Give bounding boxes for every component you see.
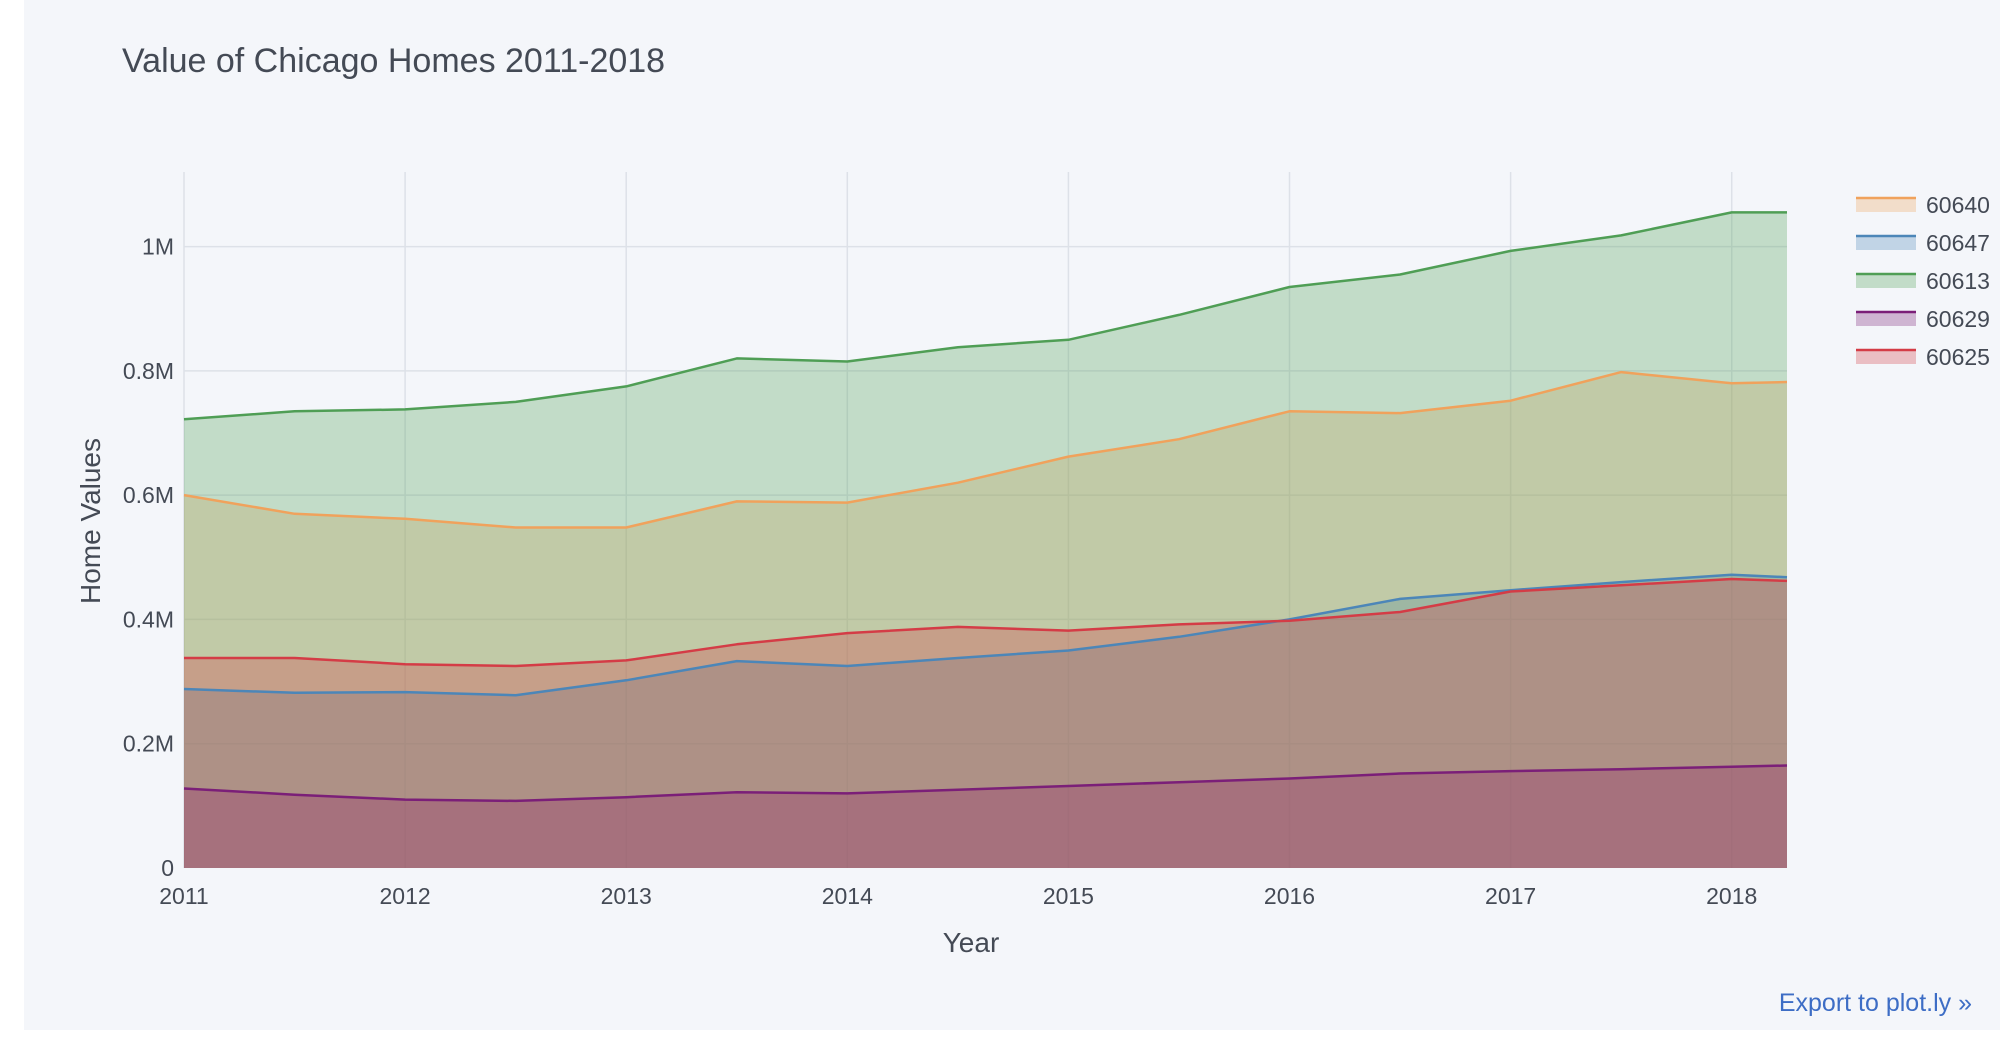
- legend-item-60613[interactable]: 60613: [1856, 268, 1990, 294]
- line-60647: [183, 573, 1788, 697]
- area-60647: [184, 574, 1787, 868]
- legend-swatch: [1856, 274, 1916, 288]
- export-link[interactable]: Export to plot.ly »: [1778, 989, 1972, 1017]
- area-60629: [184, 765, 1787, 868]
- area-60613: [184, 212, 1787, 868]
- legend-label: 60640: [1926, 192, 1990, 218]
- y-tick-label: 0.2M: [123, 731, 174, 757]
- x-tick-label: 2012: [380, 883, 431, 909]
- y-tick-label: 0.8M: [123, 358, 174, 384]
- area-60625: [184, 579, 1787, 868]
- legend: 60640 60647 60613 60629 60625: [1856, 192, 1990, 370]
- area-60640: [184, 372, 1787, 868]
- legend-swatch: [1856, 236, 1916, 250]
- line-60629: [183, 764, 1788, 803]
- area-layer: [184, 212, 1787, 868]
- y-axis-title: Home Values: [75, 438, 106, 604]
- x-tick-label: 2015: [1043, 883, 1094, 909]
- x-tick-label: 2017: [1485, 883, 1536, 909]
- y-tick-label: 1M: [142, 234, 174, 260]
- legend-item-60640[interactable]: 60640: [1856, 192, 1990, 218]
- legend-label: 60625: [1926, 344, 1990, 370]
- legend-label: 60647: [1926, 230, 1990, 256]
- axis-layer: 2011 2012 2013 2014 2015 2016 2017 2018 0 0.2M 0.4…: [123, 234, 1757, 909]
- x-tick-label: 2011: [159, 883, 208, 909]
- line-60625: [184, 577, 1788, 668]
- line-60640: [183, 370, 1788, 529]
- x-tick-label: 2014: [822, 883, 873, 909]
- legend-swatch: [1856, 350, 1916, 364]
- legend-swatch: [1856, 312, 1916, 326]
- legend-item-60625[interactable]: 60625: [1856, 344, 1990, 370]
- legend-item-60629[interactable]: 60629: [1856, 306, 1990, 332]
- x-tick-label: 2018: [1706, 883, 1757, 909]
- legend-swatch: [1856, 198, 1916, 212]
- line-layer: [183, 211, 1788, 803]
- y-tick-label: 0: [161, 855, 174, 881]
- y-tick-label: 0.6M: [123, 482, 174, 508]
- legend-label: 60613: [1926, 268, 1990, 294]
- area-chart: 2011 2012 2013 2014 2015 2016 2017 2018 0 0.2M 0.4…: [75, 42, 1990, 958]
- x-tick-label: 2013: [601, 883, 652, 909]
- x-axis-title: Year: [943, 927, 1000, 958]
- legend-label: 60629: [1926, 306, 1990, 332]
- x-tick-label: 2016: [1264, 883, 1315, 909]
- chart-title: Value of Chicago Homes 2011-2018: [122, 42, 665, 80]
- line-60613: [183, 211, 1787, 421]
- y-tick-label: 0.4M: [123, 606, 174, 632]
- plot-card: 2011 2012 2013 2014 2015 2016 2017 2018 0 0.2M 0.4…: [24, 0, 2000, 1030]
- legend-item-60647[interactable]: 60647: [1856, 230, 1990, 256]
